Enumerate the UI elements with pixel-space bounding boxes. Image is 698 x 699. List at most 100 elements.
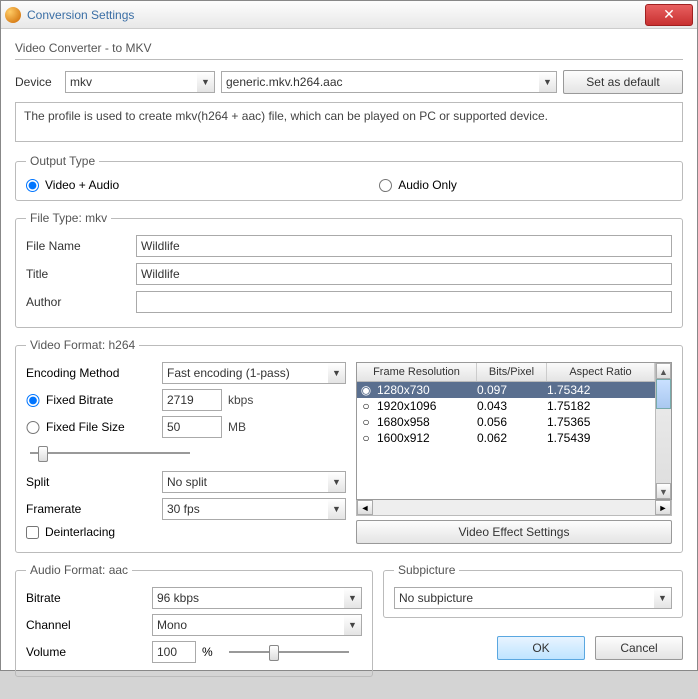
dropdown-icon[interactable]: ▼	[344, 587, 362, 609]
audio-only-label: Audio Only	[398, 178, 457, 192]
profile-input[interactable]	[221, 71, 539, 93]
channel-input[interactable]	[152, 614, 344, 636]
title-input[interactable]	[136, 263, 672, 285]
dropdown-icon[interactable]: ▼	[654, 587, 672, 609]
scroll-track[interactable]	[373, 500, 655, 515]
dropdown-icon[interactable]: ▼	[328, 471, 346, 493]
cell-aspect: 1.75365	[547, 415, 655, 429]
table-row[interactable]: ○1600x9120.0621.75439	[357, 430, 655, 446]
row-radio[interactable]: ○	[357, 415, 375, 429]
video-effect-settings-button[interactable]: Video Effect Settings	[356, 520, 672, 544]
fixed-bitrate-label: Fixed Bitrate	[46, 393, 156, 407]
horizontal-scrollbar[interactable]: ◄ ►	[356, 500, 672, 516]
scroll-left-icon[interactable]: ◄	[357, 500, 373, 515]
fixed-bitrate-input[interactable]	[162, 389, 222, 411]
titlebar: Conversion Settings ✕	[1, 1, 697, 29]
col-aspect-ratio[interactable]: Aspect Ratio	[547, 363, 655, 381]
video-audio-label: Video + Audio	[45, 178, 119, 192]
audio-bitrate-combo[interactable]: ▼	[152, 587, 362, 609]
fixed-filesize-input[interactable]	[162, 416, 222, 438]
scroll-up-icon[interactable]: ▲	[656, 363, 671, 379]
divider	[15, 59, 683, 60]
set-default-button[interactable]: Set as default	[563, 70, 683, 94]
encoding-method-combo[interactable]: ▼	[162, 362, 346, 384]
cell-resolution: 1280x730	[375, 383, 477, 397]
table-row[interactable]: ○1680x9580.0561.75365	[357, 414, 655, 430]
col-bits-pixel[interactable]: Bits/Pixel	[477, 363, 547, 381]
scroll-right-icon[interactable]: ►	[655, 500, 671, 515]
volume-input[interactable]	[152, 641, 196, 663]
split-combo[interactable]: ▼	[162, 471, 346, 493]
deinterlacing-checkbox[interactable]	[26, 526, 39, 539]
scroll-track[interactable]	[656, 409, 671, 483]
table-row[interactable]: ◉1280x7300.0971.75342	[357, 382, 655, 398]
cell-aspect: 1.75182	[547, 399, 655, 413]
output-type-group: Output Type Video + Audio Audio Only	[15, 154, 683, 201]
author-input[interactable]	[136, 291, 672, 313]
resolution-table: Frame Resolution Bits/Pixel Aspect Ratio…	[356, 362, 672, 500]
col-frame-resolution[interactable]: Frame Resolution	[357, 363, 477, 381]
author-label: Author	[26, 295, 136, 309]
close-button[interactable]: ✕	[645, 4, 693, 26]
audio-format-legend: Audio Format: aac	[26, 563, 132, 577]
row-radio[interactable]: ◉	[357, 383, 375, 397]
dropdown-icon[interactable]: ▼	[197, 71, 215, 93]
ok-button[interactable]: OK	[497, 636, 585, 660]
profile-combo[interactable]: ▼	[221, 71, 557, 93]
subpicture-input[interactable]	[394, 587, 654, 609]
video-format-group: Video Format: h264 Encoding Method ▼ Fix…	[15, 338, 683, 553]
cancel-button[interactable]: Cancel	[595, 636, 683, 660]
audio-only-radio-input[interactable]	[379, 179, 392, 192]
dropdown-icon[interactable]: ▼	[539, 71, 557, 93]
subpicture-combo[interactable]: ▼	[394, 587, 672, 609]
file-type-legend: File Type: mkv	[26, 211, 111, 225]
channel-label: Channel	[26, 618, 146, 632]
row-radio[interactable]: ○	[357, 431, 375, 445]
scroll-thumb[interactable]	[656, 379, 671, 409]
slider-thumb[interactable]	[38, 446, 48, 462]
cell-bpp: 0.062	[477, 431, 547, 445]
framerate-input[interactable]	[162, 498, 328, 520]
split-label: Split	[26, 475, 156, 489]
video-audio-radio-input[interactable]	[26, 179, 39, 192]
video-format-right: Frame Resolution Bits/Pixel Aspect Ratio…	[356, 362, 672, 544]
dropdown-icon[interactable]: ▼	[328, 362, 346, 384]
encoding-method-input[interactable]	[162, 362, 328, 384]
row-radio[interactable]: ○	[357, 399, 375, 413]
conversion-settings-window: Conversion Settings ✕ Video Converter - …	[0, 0, 698, 671]
video-format-legend: Video Format: h264	[26, 338, 139, 352]
audio-bitrate-input[interactable]	[152, 587, 344, 609]
cell-bpp: 0.097	[477, 383, 547, 397]
file-name-input[interactable]	[136, 235, 672, 257]
file-type-group: File Type: mkv File Name Title Author	[15, 211, 683, 328]
table-row[interactable]: ○1920x10960.0431.75182	[357, 398, 655, 414]
fixed-bitrate-radio[interactable]	[26, 394, 40, 407]
dropdown-icon[interactable]: ▼	[328, 498, 346, 520]
cell-aspect: 1.75342	[547, 383, 655, 397]
table-header: Frame Resolution Bits/Pixel Aspect Ratio	[357, 363, 655, 382]
scroll-down-icon[interactable]: ▼	[656, 483, 671, 499]
bitrate-slider[interactable]	[30, 443, 190, 463]
video-audio-radio[interactable]: Video + Audio	[26, 178, 119, 192]
split-input[interactable]	[162, 471, 328, 493]
device-input[interactable]	[65, 71, 197, 93]
cell-resolution: 1680x958	[375, 415, 477, 429]
framerate-label: Framerate	[26, 502, 156, 516]
audio-only-radio[interactable]: Audio Only	[379, 178, 457, 192]
table-body: ◉1280x7300.0971.75342○1920x10960.0431.75…	[357, 382, 655, 499]
volume-slider[interactable]	[229, 642, 349, 662]
device-combo[interactable]: ▼	[65, 71, 215, 93]
audio-format-group: Audio Format: aac Bitrate ▼ Channel ▼	[15, 563, 373, 677]
fixed-filesize-radio[interactable]	[26, 421, 40, 434]
channel-combo[interactable]: ▼	[152, 614, 362, 636]
cell-aspect: 1.75439	[547, 431, 655, 445]
subpicture-group: Subpicture ▼	[383, 563, 683, 618]
slider-track	[229, 651, 349, 653]
framerate-combo[interactable]: ▼	[162, 498, 346, 520]
audio-bitrate-label: Bitrate	[26, 591, 146, 605]
dropdown-icon[interactable]: ▼	[344, 614, 362, 636]
slider-thumb[interactable]	[269, 645, 279, 661]
section-title: Video Converter - to MKV	[15, 41, 683, 55]
vertical-scrollbar[interactable]: ▲ ▼	[655, 363, 671, 499]
filesize-unit: MB	[228, 420, 268, 434]
